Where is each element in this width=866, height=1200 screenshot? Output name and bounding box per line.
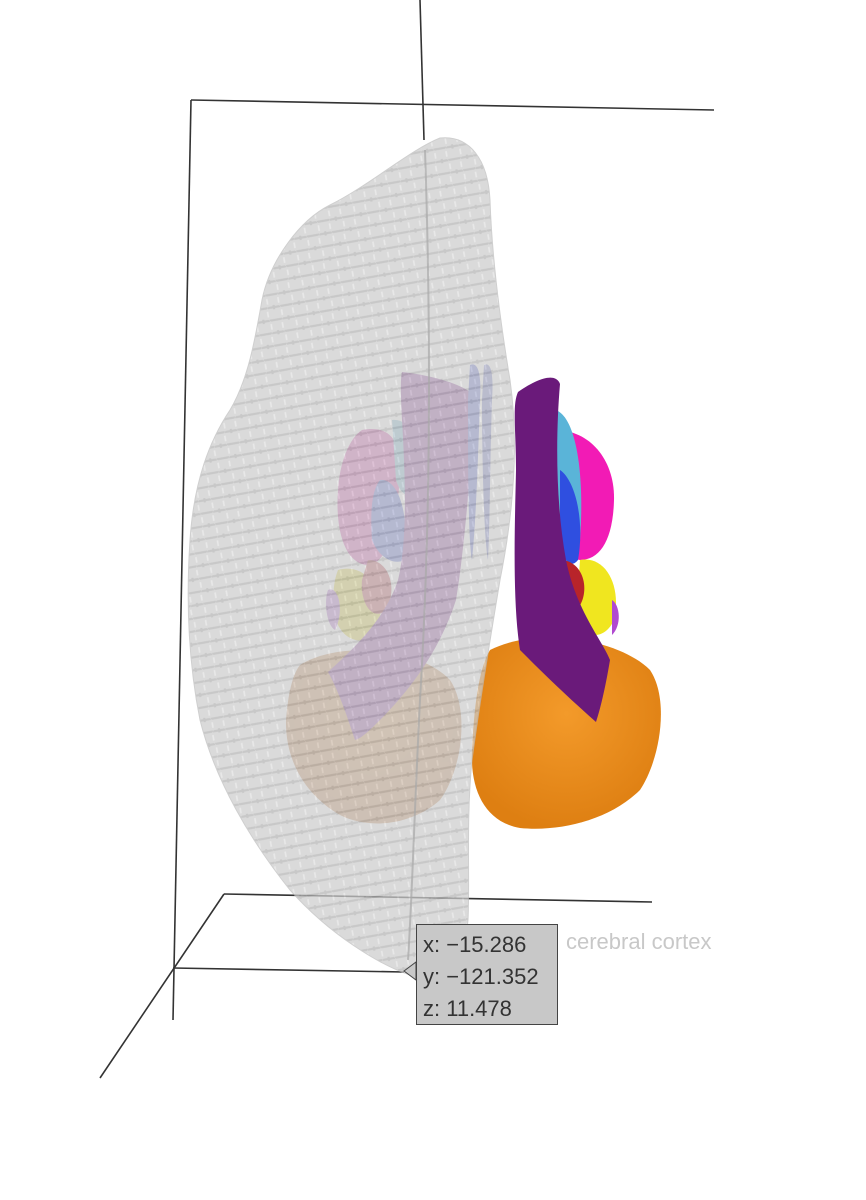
accent-violet-right (612, 600, 619, 635)
tooltip-z: z: 11.478 (423, 996, 512, 1021)
cerebral-cortex[interactable] (187, 137, 516, 978)
right-hemisphere-structures (471, 377, 661, 829)
lateral-ventricle-right (514, 377, 610, 722)
tooltip-trace-name: cerebral cortex (566, 929, 712, 954)
cortex-surface (187, 137, 516, 978)
cerebellum-right (471, 637, 661, 829)
tooltip-x: x: −15.286 (423, 932, 527, 957)
cortex-midline-shade (407, 149, 430, 961)
caudate-right (560, 470, 581, 564)
hover-tooltip: x: −15.286 y: −121.352 z: 11.478 (416, 924, 558, 1025)
tooltip-y: y: −121.352 (423, 964, 539, 989)
